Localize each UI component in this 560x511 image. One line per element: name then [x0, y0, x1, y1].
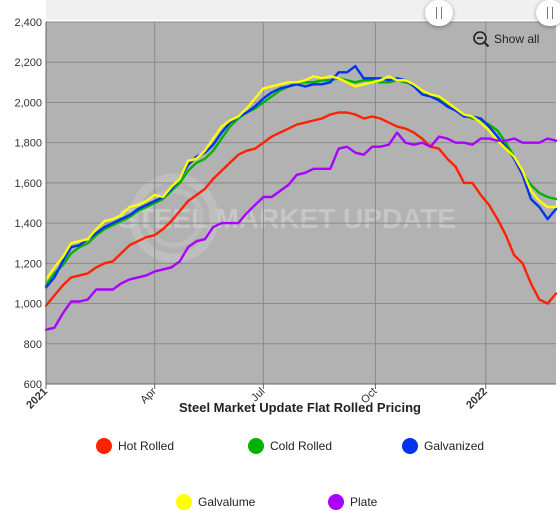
chart-title: Steel Market Update Flat Rolled Pricing — [179, 400, 421, 415]
y-tick-label: 1,400 — [14, 218, 42, 230]
watermark-text: STEEL MARKET UPDATE — [118, 203, 456, 234]
legend-label: Galvalume — [198, 495, 256, 509]
range-slider-right-handle[interactable] — [536, 0, 560, 26]
show-all-button[interactable]: Show all — [472, 30, 539, 48]
y-tick-label: 1,600 — [14, 178, 42, 190]
legend-item-cold-rolled[interactable]: Cold Rolled — [248, 438, 332, 454]
y-tick-label: 2,200 — [14, 57, 42, 69]
series-line-hot-rolled[interactable] — [44, 111, 558, 307]
range-slider-left-handle[interactable] — [425, 0, 453, 26]
y-axis: 600 800 1,000 1,200 1,400 1,600 1,800 2,000 2,20… — [14, 17, 47, 391]
navigator-bar[interactable] — [46, 0, 560, 20]
legend-item-hot-rolled[interactable]: Hot Rolled — [96, 438, 174, 454]
y-tick-label: 600 — [24, 379, 42, 391]
y-tick-label: 800 — [24, 339, 42, 351]
legend-label: Plate — [350, 495, 378, 509]
legend-marker — [176, 494, 192, 510]
legend-marker — [248, 438, 264, 454]
legend-marker — [96, 438, 112, 454]
series-lines — [44, 64, 558, 331]
y-tick-label: 1,000 — [14, 299, 42, 311]
legend-item-galvalume[interactable]: Galvalume — [176, 494, 255, 510]
legend-label: Hot Rolled — [118, 439, 175, 453]
legend-label: Cold Rolled — [270, 439, 333, 453]
legend-item-plate[interactable]: Plate — [328, 494, 377, 510]
y-tick-label: 2,000 — [14, 97, 42, 109]
legend-marker — [402, 438, 418, 454]
y-tick-label: 2,400 — [14, 17, 42, 29]
grip-icon — [547, 7, 553, 19]
legend-item-galvanized[interactable]: Galvanized — [402, 438, 484, 454]
legend-marker — [328, 494, 344, 510]
series-line-plate[interactable] — [44, 131, 558, 331]
y-tick-label: 1,200 — [14, 258, 42, 270]
show-all-label: Show all — [494, 32, 540, 46]
grip-icon — [436, 7, 442, 19]
zoom-out-icon — [473, 31, 490, 48]
series-line-galvalume[interactable] — [44, 75, 558, 281]
y-tick-label: 1,800 — [14, 138, 42, 150]
legend-label: Galvanized — [424, 439, 485, 453]
